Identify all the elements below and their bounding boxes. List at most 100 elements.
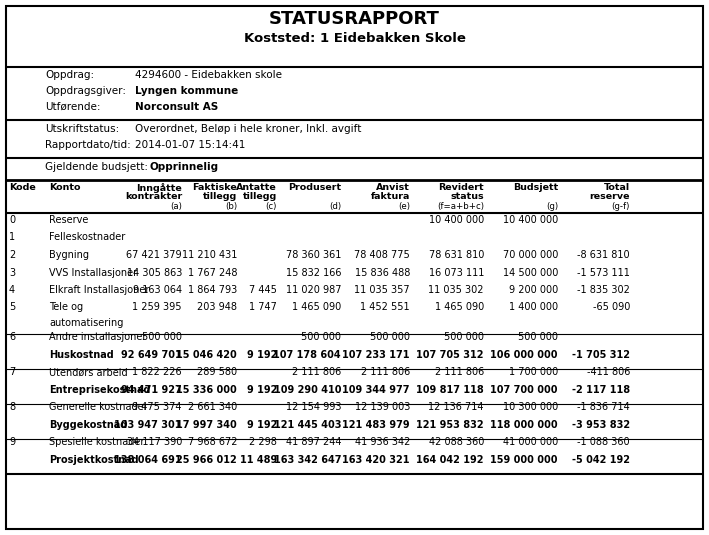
Text: 11 035 357: 11 035 357 — [354, 285, 410, 295]
Text: Budsjett: Budsjett — [513, 183, 558, 192]
Text: tillegg: tillegg — [203, 192, 237, 201]
Text: 41 000 000: 41 000 000 — [503, 437, 558, 447]
Text: Koststed: 1 Eidebakken Skole: Koststed: 1 Eidebakken Skole — [244, 32, 465, 45]
Text: 12 154 993: 12 154 993 — [286, 402, 341, 412]
Text: 5: 5 — [9, 302, 16, 312]
Text: (f=a+b+c): (f=a+b+c) — [437, 202, 484, 211]
Text: 118 000 000: 118 000 000 — [491, 420, 558, 430]
Text: -3 953 832: -3 953 832 — [572, 420, 630, 430]
Text: 107 700 000: 107 700 000 — [491, 385, 558, 395]
Text: 164 042 192: 164 042 192 — [416, 455, 484, 465]
Text: Kode: Kode — [9, 183, 35, 192]
Text: -1 835 302: -1 835 302 — [577, 285, 630, 295]
Text: faktura: faktura — [371, 192, 410, 201]
Text: 70 000 000: 70 000 000 — [503, 250, 558, 260]
Text: 10 400 000: 10 400 000 — [503, 215, 558, 225]
Text: 1 700 000: 1 700 000 — [509, 367, 558, 377]
Text: 500 000: 500 000 — [301, 332, 341, 342]
Text: 15 336 000: 15 336 000 — [177, 385, 237, 395]
Text: Byggekostnad: Byggekostnad — [49, 420, 127, 430]
Text: Inngåtte: Inngåtte — [136, 183, 182, 193]
Text: 41 936 342: 41 936 342 — [354, 437, 410, 447]
Text: 1 747: 1 747 — [249, 302, 277, 312]
Text: -1 088 360: -1 088 360 — [577, 437, 630, 447]
Text: -1 705 312: -1 705 312 — [572, 350, 630, 360]
Text: Elkraft Installasjoner: Elkraft Installasjoner — [49, 285, 150, 295]
Text: Revidert: Revidert — [438, 183, 484, 192]
Text: 107 705 312: 107 705 312 — [416, 350, 484, 360]
Text: 107 178 604: 107 178 604 — [274, 350, 341, 360]
Text: 9 163 064: 9 163 064 — [133, 285, 182, 295]
Text: 17 997 340: 17 997 340 — [177, 420, 237, 430]
Text: status: status — [450, 192, 484, 201]
Text: 11 210 431: 11 210 431 — [182, 250, 237, 260]
Text: -5 042 192: -5 042 192 — [572, 455, 630, 465]
Text: 500 000: 500 000 — [444, 332, 484, 342]
Text: 11 035 302: 11 035 302 — [428, 285, 484, 295]
Text: 103 947 301: 103 947 301 — [114, 420, 182, 430]
Text: 14 500 000: 14 500 000 — [503, 268, 558, 278]
Text: 78 360 361: 78 360 361 — [286, 250, 341, 260]
Text: 109 290 410: 109 290 410 — [274, 385, 341, 395]
Text: Tele og: Tele og — [49, 302, 83, 312]
Text: 9 475 374: 9 475 374 — [133, 402, 182, 412]
Text: 67 421 379: 67 421 379 — [126, 250, 182, 260]
Text: 14 305 863: 14 305 863 — [127, 268, 182, 278]
Text: automatisering: automatisering — [49, 318, 123, 328]
Text: 121 953 832: 121 953 832 — [416, 420, 484, 430]
Text: Utskriftstatus:: Utskriftstatus: — [45, 124, 119, 134]
Text: 3: 3 — [9, 268, 15, 278]
Text: Overordnet, Beløp i hele kroner, Inkl. avgift: Overordnet, Beløp i hele kroner, Inkl. a… — [135, 124, 362, 134]
Text: 109 817 118: 109 817 118 — [416, 385, 484, 395]
Text: 34 117 390: 34 117 390 — [127, 437, 182, 447]
Text: 12 139 003: 12 139 003 — [354, 402, 410, 412]
Text: 7 968 672: 7 968 672 — [187, 437, 237, 447]
Text: Generelle kostnader: Generelle kostnader — [49, 402, 147, 412]
Text: 9 192: 9 192 — [247, 420, 277, 430]
Text: (c): (c) — [266, 202, 277, 211]
Text: 7 445: 7 445 — [249, 285, 277, 295]
Text: Gjeldende budsjett:: Gjeldende budsjett: — [45, 162, 148, 172]
Text: 1 452 551: 1 452 551 — [360, 302, 410, 312]
Text: 11 020 987: 11 020 987 — [286, 285, 341, 295]
Text: 106 000 000: 106 000 000 — [491, 350, 558, 360]
Text: 1 400 000: 1 400 000 — [509, 302, 558, 312]
Text: 9: 9 — [9, 437, 15, 447]
Text: -8 631 810: -8 631 810 — [577, 250, 630, 260]
Text: 2 111 806: 2 111 806 — [435, 367, 484, 377]
Text: STATUSRAPPORT: STATUSRAPPORT — [269, 10, 440, 28]
Text: (b): (b) — [225, 202, 237, 211]
Text: 1 465 090: 1 465 090 — [291, 302, 341, 312]
Text: tillegg: tillegg — [242, 192, 277, 201]
Text: 4: 4 — [9, 285, 15, 295]
Text: 2: 2 — [9, 250, 16, 260]
Text: 163 420 321: 163 420 321 — [342, 455, 410, 465]
Text: 163 342 647: 163 342 647 — [274, 455, 341, 465]
Text: Oppdragsgiver:: Oppdragsgiver: — [45, 86, 126, 96]
Text: 42 088 360: 42 088 360 — [429, 437, 484, 447]
Text: 1 864 793: 1 864 793 — [188, 285, 237, 295]
Text: (g-f): (g-f) — [612, 202, 630, 211]
Text: 500 000: 500 000 — [142, 332, 182, 342]
Text: 107 233 171: 107 233 171 — [342, 350, 410, 360]
Text: reserve: reserve — [589, 192, 630, 201]
Text: (g): (g) — [546, 202, 558, 211]
Text: (d): (d) — [329, 202, 341, 211]
Text: 159 000 000: 159 000 000 — [491, 455, 558, 465]
Text: -2 117 118: -2 117 118 — [572, 385, 630, 395]
Text: 25 966 012: 25 966 012 — [177, 455, 237, 465]
Text: 4294600 - Eidebakken skole: 4294600 - Eidebakken skole — [135, 70, 282, 80]
Text: 15 832 166: 15 832 166 — [286, 268, 341, 278]
Text: Produsert: Produsert — [288, 183, 341, 192]
Text: 500 000: 500 000 — [518, 332, 558, 342]
Text: 2 111 806: 2 111 806 — [361, 367, 410, 377]
Text: Norconsult AS: Norconsult AS — [135, 102, 218, 112]
Text: Reserve: Reserve — [49, 215, 89, 225]
Text: Utendørs arbeid: Utendørs arbeid — [49, 367, 128, 377]
Text: Huskostnad: Huskostnad — [49, 350, 113, 360]
Text: 9 200 000: 9 200 000 — [509, 285, 558, 295]
Text: 1 767 248: 1 767 248 — [187, 268, 237, 278]
Text: 0: 0 — [9, 215, 15, 225]
Text: 2 298: 2 298 — [249, 437, 277, 447]
Text: 7: 7 — [9, 367, 16, 377]
